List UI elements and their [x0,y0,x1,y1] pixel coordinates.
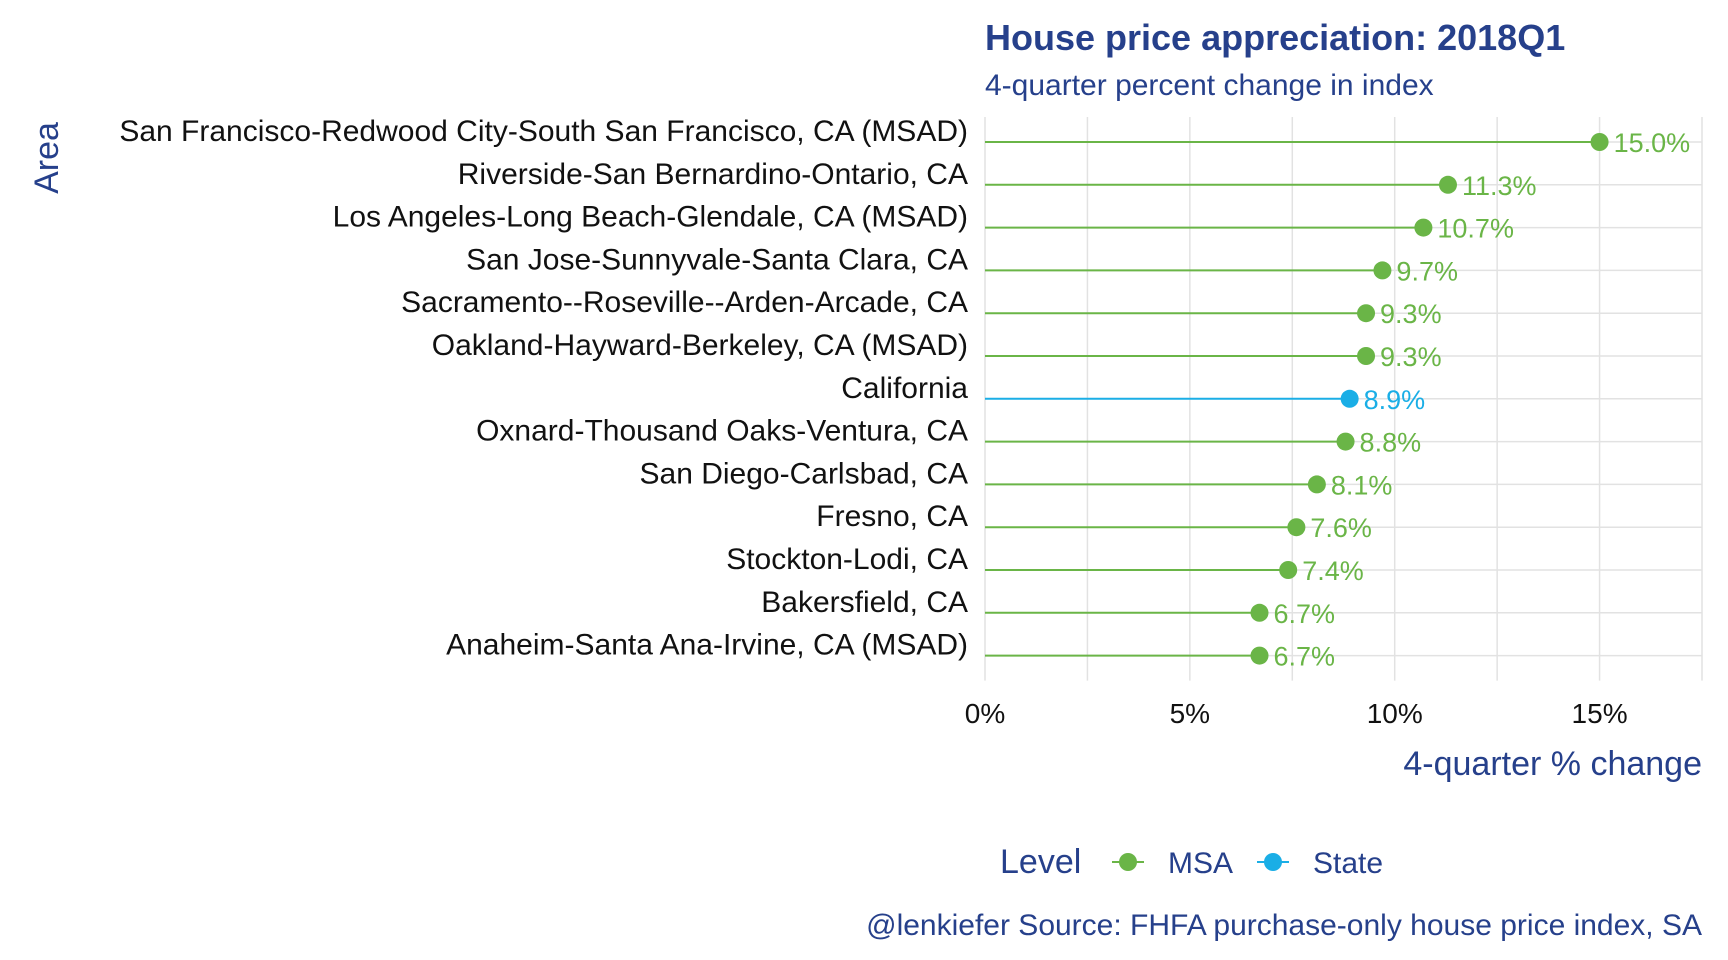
lollipop-point [1340,389,1359,408]
data-label: 6.7% [1274,599,1336,629]
legend-items: MSA State [1112,847,1383,880]
category-label: Oakland-Hayward-Berkeley, CA (MSAD) [432,329,968,362]
legend-label: State [1313,847,1383,880]
lollipop-point [1336,432,1355,451]
x-tick-label: 10% [1367,698,1423,729]
category-label: Sacramento--Roseville--Arden-Arcade, CA [401,286,968,319]
data-label: 7.6% [1310,513,1372,543]
lollipop-point [1307,475,1326,494]
lollipop-point [1414,218,1433,237]
lollipop-point [1357,304,1376,323]
legend-key-point [1264,853,1282,871]
data-label: 8.9% [1364,385,1426,415]
category-label: Bakersfield, CA [761,586,968,619]
lollipop-point [1287,518,1306,537]
lollipop-point [1250,646,1269,665]
data-label: 9.3% [1380,342,1442,372]
y-axis-title: Area [28,122,66,194]
lollipop-point [1590,133,1609,151]
data-label: 6.7% [1274,642,1336,672]
lollipop-point [1279,561,1298,579]
x-axis-title: 4-quarter % change [1403,745,1702,783]
x-tick-labels: 0% 5% 10% 15% [965,698,1628,729]
legend-title: Level [1000,843,1081,881]
data-label: 9.7% [1396,256,1458,286]
data-label: 10.7% [1437,214,1514,244]
lollipop-point [1357,347,1376,365]
lollipop-point [1250,603,1269,622]
chart-title: House price appreciation: 2018Q1 [985,17,1565,58]
category-label: Fresno, CA [816,500,968,533]
category-label: Riverside-San Bernardino-Ontario, CA [458,158,968,191]
marks-layer: 15.0% 11.3% 10.7% 9.7% 9.3% 9.3% 8.9% 8.8% 8.1% 7… [985,128,1690,672]
data-label: 8.8% [1360,428,1422,458]
legend-label: MSA [1168,847,1233,880]
data-label: 15.0% [1614,128,1691,158]
category-label: San Francisco-Redwood City-South San Fra… [119,115,968,148]
chart-subtitle: 4-quarter percent change in index [985,69,1434,102]
category-labels: San Francisco-Redwood City-South San Fra… [119,115,968,662]
category-label: Stockton-Lodi, CA [726,543,968,576]
x-tick-label: 15% [1572,698,1628,729]
category-label: San Jose-Sunnyvale-Santa Clara, CA [466,243,968,276]
legend: Level MSA State [1000,843,1383,881]
category-label: Oxnard-Thousand Oaks-Ventura, CA [476,415,968,448]
category-label: Los Angeles-Long Beach-Glendale, CA (MSA… [333,201,968,234]
category-label: San Diego-Carlsbad, CA [640,457,969,490]
legend-key-point [1119,853,1137,871]
chart-caption: @lenkiefer Source: FHFA purchase-only ho… [866,909,1702,942]
data-label: 9.3% [1380,299,1442,329]
x-tick-label: 5% [1170,698,1210,729]
data-label: 7.4% [1302,556,1364,586]
data-label: 11.3% [1462,171,1537,201]
category-label: California [841,372,968,405]
data-label: 8.1% [1331,470,1393,500]
category-label: Anaheim-Santa Ana-Irvine, CA (MSAD) [446,629,968,662]
x-tick-label: 0% [965,698,1005,729]
lollipop-point [1373,261,1392,280]
lollipop-point [1438,175,1457,194]
